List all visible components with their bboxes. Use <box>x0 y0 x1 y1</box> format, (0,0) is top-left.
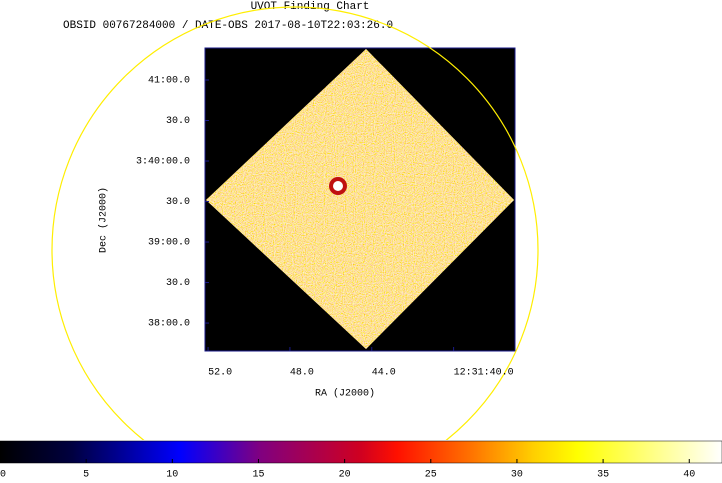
chart-subtitle: OBSID 00767284000 / DATE-OBS 2017-08-10T… <box>63 20 393 32</box>
x-tick-label: 12:31:40.0 <box>454 368 514 379</box>
colorbar-tick-label: 40 <box>683 470 695 481</box>
y-tick-label: 30.0 <box>166 116 190 127</box>
y-axis-label: Dec (J2000) <box>98 187 110 253</box>
x-tick-label: 48.0 <box>290 368 314 379</box>
y-tick-label: 38:00.0 <box>148 319 190 330</box>
y-tick-label: 30.0 <box>166 278 190 289</box>
image-noise <box>206 49 514 349</box>
colorbar-tick-label: 35 <box>597 470 609 481</box>
colorbar-tick-label: 10 <box>166 470 178 481</box>
x-tick-label: 44.0 <box>372 368 396 379</box>
field-circle <box>51 6 539 440</box>
colorbar <box>0 440 722 464</box>
y-tick-label: 30.0 <box>166 197 190 208</box>
colorbar-tick-label: 15 <box>252 470 264 481</box>
x-tick-label: 52.0 <box>208 368 232 379</box>
y-tick-label: 41:00.0 <box>148 76 190 87</box>
y-tick-label: 3:40:00.0 <box>136 157 190 168</box>
x-axis-label: RA (J2000) <box>315 388 375 400</box>
colorbar-tick-label: 30 <box>511 470 523 481</box>
y-tick-label: 39:00.0 <box>148 238 190 249</box>
source-core <box>333 181 343 191</box>
colorbar-tick-label: 0 <box>0 470 6 481</box>
colorbar-tick-label: 25 <box>425 470 437 481</box>
colorbar-tick-label: 20 <box>339 470 351 481</box>
colorbar-tick-label: 5 <box>83 470 89 481</box>
